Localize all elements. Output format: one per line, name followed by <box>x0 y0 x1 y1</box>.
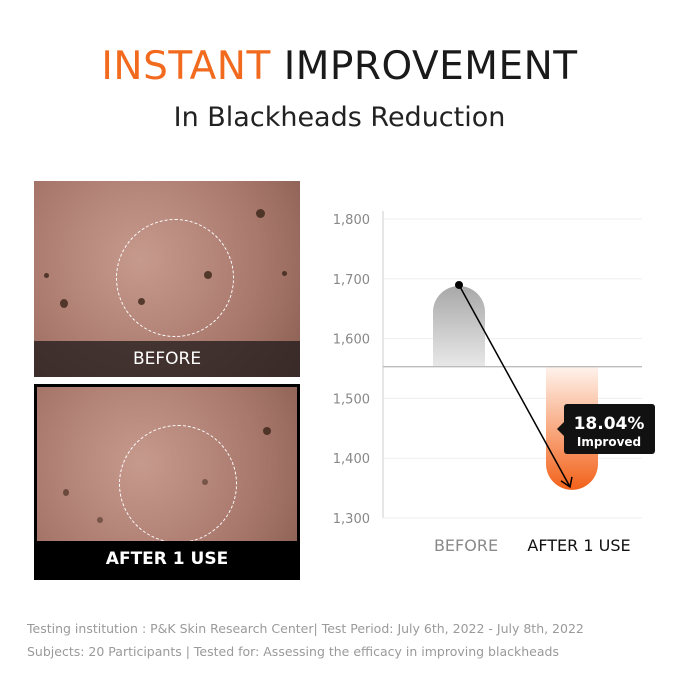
y-tick-label: 1,300 <box>333 512 370 527</box>
improvement-callout: 18.04%Improved <box>557 404 655 454</box>
y-tick-label: 1,800 <box>333 213 370 228</box>
focus-circle <box>119 425 237 543</box>
x-label-before: BEFORE <box>434 536 498 555</box>
x-label-after: AFTER 1 USE <box>527 536 630 555</box>
y-tick-label: 1,700 <box>333 273 370 288</box>
before-photo: BEFORE <box>34 181 300 377</box>
trend-arrow <box>458 284 571 488</box>
before-caption: BEFORE <box>34 341 300 377</box>
arrow-head <box>560 476 573 489</box>
page-title: INSTANT IMPROVEMENT <box>0 44 679 89</box>
bar-chart: 1,300 1,400 1,500 1,600 1,700 1,800 18.04%Impr… <box>333 211 655 555</box>
footer-line-2: Subjects: 20 Participants | Tested for: … <box>27 644 559 659</box>
title-rest: IMPROVEMENT <box>270 44 578 89</box>
y-tick-label: 1,600 <box>333 333 370 348</box>
bar-before <box>433 285 485 367</box>
title-accent: INSTANT <box>101 44 271 89</box>
after-caption: AFTER 1 USE <box>37 541 297 577</box>
callout-label: Improved <box>577 435 641 449</box>
callout-value: 18.04% <box>574 414 645 434</box>
y-tick-label: 1,400 <box>333 452 370 467</box>
footer-line-1: Testing institution : P&K Skin Research … <box>27 621 584 636</box>
y-tick-label: 1,500 <box>333 392 370 407</box>
after-photo: AFTER 1 USE <box>34 384 300 580</box>
subtitle: In Blackheads Reduction <box>173 102 506 133</box>
focus-circle <box>116 219 234 337</box>
